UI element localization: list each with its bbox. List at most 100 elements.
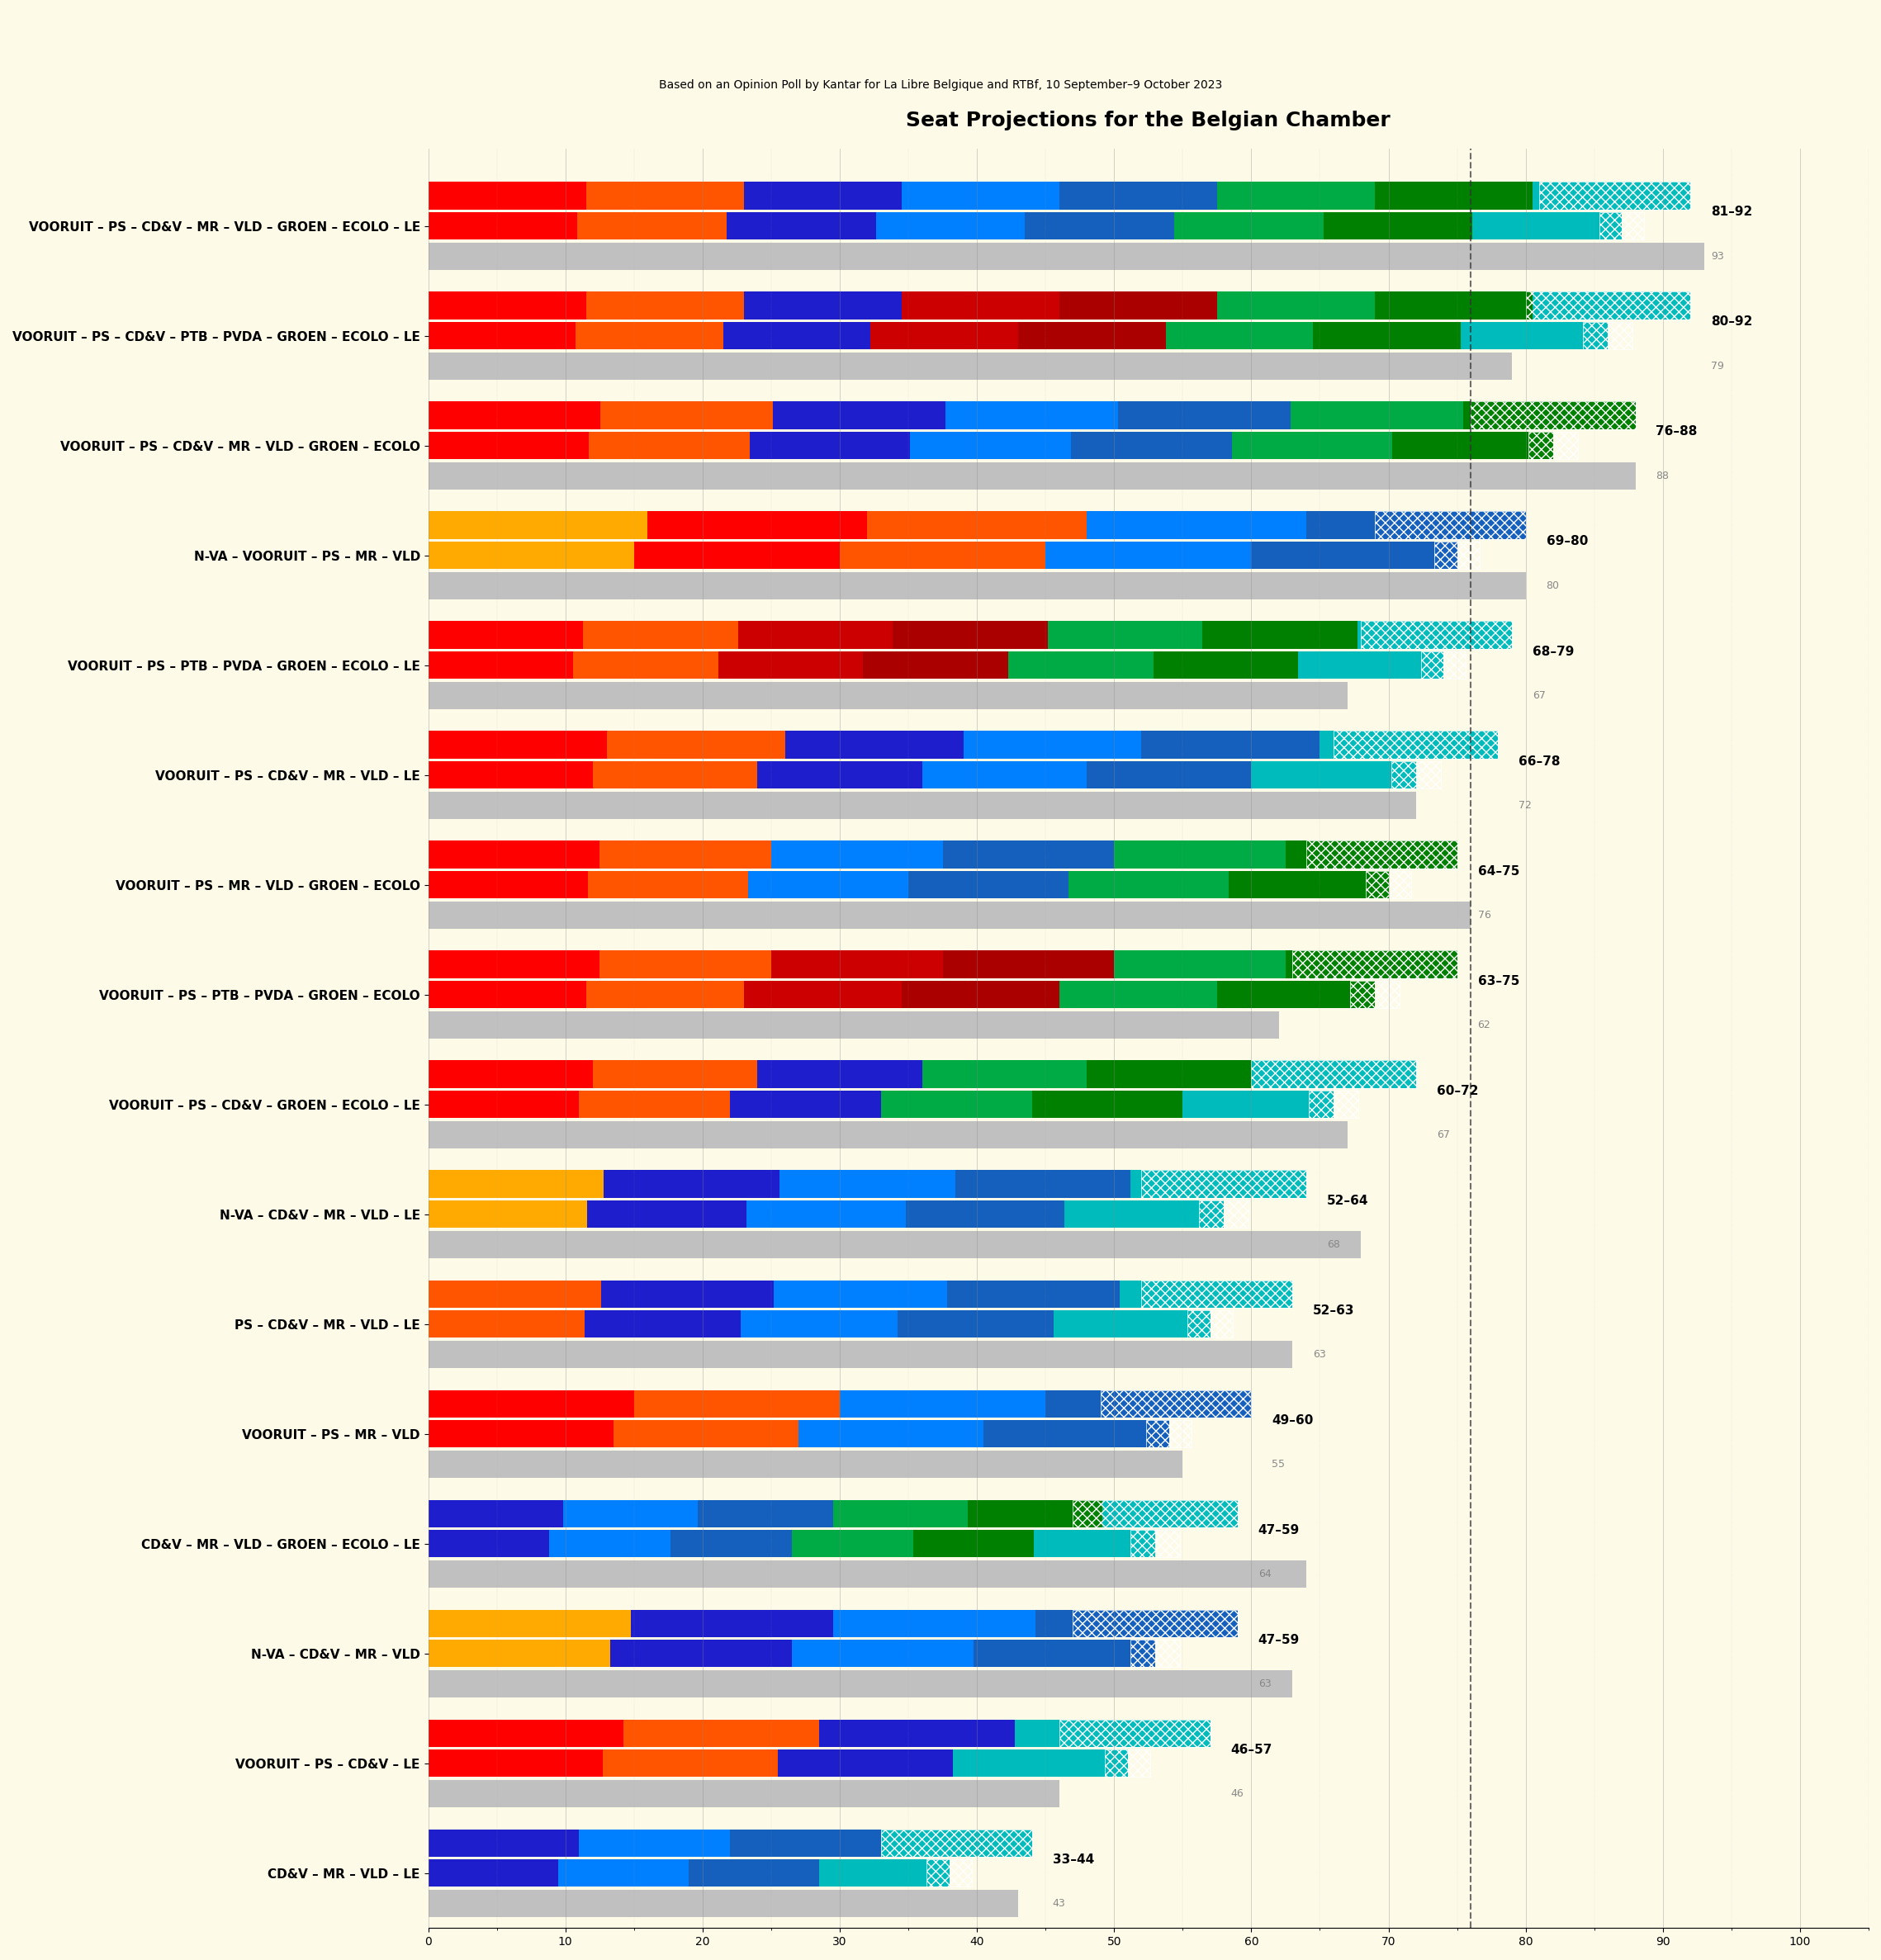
Bar	[1048, 621, 1202, 649]
Bar	[634, 541, 839, 568]
Bar	[1251, 541, 1458, 568]
Bar	[429, 512, 647, 539]
Text: 66–78: 66–78	[1518, 755, 1561, 768]
Bar	[901, 182, 1059, 210]
Bar	[946, 1280, 1119, 1307]
Bar	[792, 1641, 974, 1668]
Bar	[429, 651, 574, 678]
Bar	[1251, 1060, 1416, 1088]
Bar	[1200, 1200, 1249, 1229]
Bar	[880, 1829, 1033, 1856]
Bar	[1087, 1060, 1251, 1088]
Text: 80: 80	[1546, 580, 1559, 590]
Bar	[984, 1421, 1168, 1448]
Bar	[1375, 292, 1533, 319]
Bar	[1305, 512, 1525, 539]
Bar	[1033, 1090, 1183, 1117]
Text: 67: 67	[1437, 1129, 1450, 1141]
Bar	[877, 212, 1025, 239]
Bar	[1285, 841, 1458, 868]
Bar	[1102, 1499, 1238, 1527]
Bar	[784, 731, 963, 759]
Bar	[429, 1719, 624, 1746]
Bar	[602, 1280, 773, 1307]
Bar	[583, 621, 737, 649]
Bar	[871, 321, 1018, 349]
Bar	[751, 431, 910, 459]
Bar	[839, 1390, 1046, 1417]
Bar	[429, 1200, 587, 1229]
Text: 52–64: 52–64	[1326, 1194, 1369, 1207]
Text: 63–75: 63–75	[1478, 974, 1520, 988]
Bar	[792, 1531, 912, 1558]
Bar	[1106, 1750, 1151, 1778]
Bar	[429, 321, 576, 349]
Text: 72: 72	[1518, 800, 1531, 811]
Bar	[743, 182, 901, 210]
Bar	[1035, 1609, 1238, 1637]
Bar	[429, 870, 589, 898]
Bar	[880, 1090, 1033, 1117]
Bar	[1142, 731, 1320, 759]
Bar	[743, 292, 901, 319]
Bar	[1362, 621, 1512, 649]
Bar	[922, 1060, 1087, 1088]
Bar	[606, 731, 784, 759]
Bar	[604, 1750, 779, 1778]
Bar	[429, 1011, 1279, 1039]
Text: 81–92: 81–92	[1712, 206, 1753, 218]
Bar	[429, 463, 1635, 490]
Bar	[429, 1780, 1059, 1807]
Bar	[749, 870, 909, 898]
Bar	[1114, 951, 1285, 978]
Bar	[1460, 321, 1608, 349]
Bar	[1584, 321, 1633, 349]
Bar	[773, 1280, 946, 1307]
Bar	[429, 243, 1704, 270]
Bar	[630, 1609, 833, 1637]
Bar	[600, 951, 771, 978]
Bar	[1068, 870, 1228, 898]
Bar	[1324, 212, 1473, 239]
Bar	[1228, 870, 1388, 898]
Bar	[1599, 212, 1644, 239]
Bar	[820, 1860, 950, 1887]
Bar	[839, 541, 1046, 568]
Bar	[1232, 431, 1392, 459]
Bar	[429, 1341, 1292, 1368]
Bar	[613, 1421, 799, 1448]
Bar	[758, 1060, 922, 1088]
Bar	[1059, 292, 1217, 319]
Bar	[833, 1609, 1035, 1637]
Text: 68: 68	[1326, 1239, 1339, 1250]
Bar	[1202, 621, 1356, 649]
Bar	[1183, 1090, 1334, 1117]
Bar	[429, 841, 600, 868]
Text: 76–88: 76–88	[1655, 425, 1697, 437]
Bar	[604, 1170, 779, 1198]
Bar	[1174, 212, 1324, 239]
Bar	[897, 1311, 1053, 1339]
Bar	[1351, 980, 1399, 1007]
Text: 69–80: 69–80	[1546, 535, 1588, 547]
Bar	[1046, 541, 1251, 568]
Text: 55: 55	[1272, 1458, 1285, 1470]
Bar	[722, 321, 871, 349]
Bar	[901, 980, 1059, 1007]
Bar	[1046, 1390, 1251, 1417]
Bar	[922, 760, 1087, 788]
Bar	[549, 1531, 670, 1558]
Bar	[609, 1641, 792, 1668]
Bar	[1035, 1531, 1155, 1558]
Bar	[429, 731, 606, 759]
Bar	[1366, 870, 1411, 898]
Bar	[429, 1860, 559, 1887]
Bar	[429, 1280, 602, 1307]
Bar	[963, 731, 1142, 759]
Bar	[1392, 760, 1441, 788]
Bar	[429, 1060, 593, 1088]
Text: 60–72: 60–72	[1437, 1084, 1478, 1098]
Bar	[779, 1750, 954, 1778]
Bar	[1320, 731, 1499, 759]
Bar	[593, 760, 758, 788]
